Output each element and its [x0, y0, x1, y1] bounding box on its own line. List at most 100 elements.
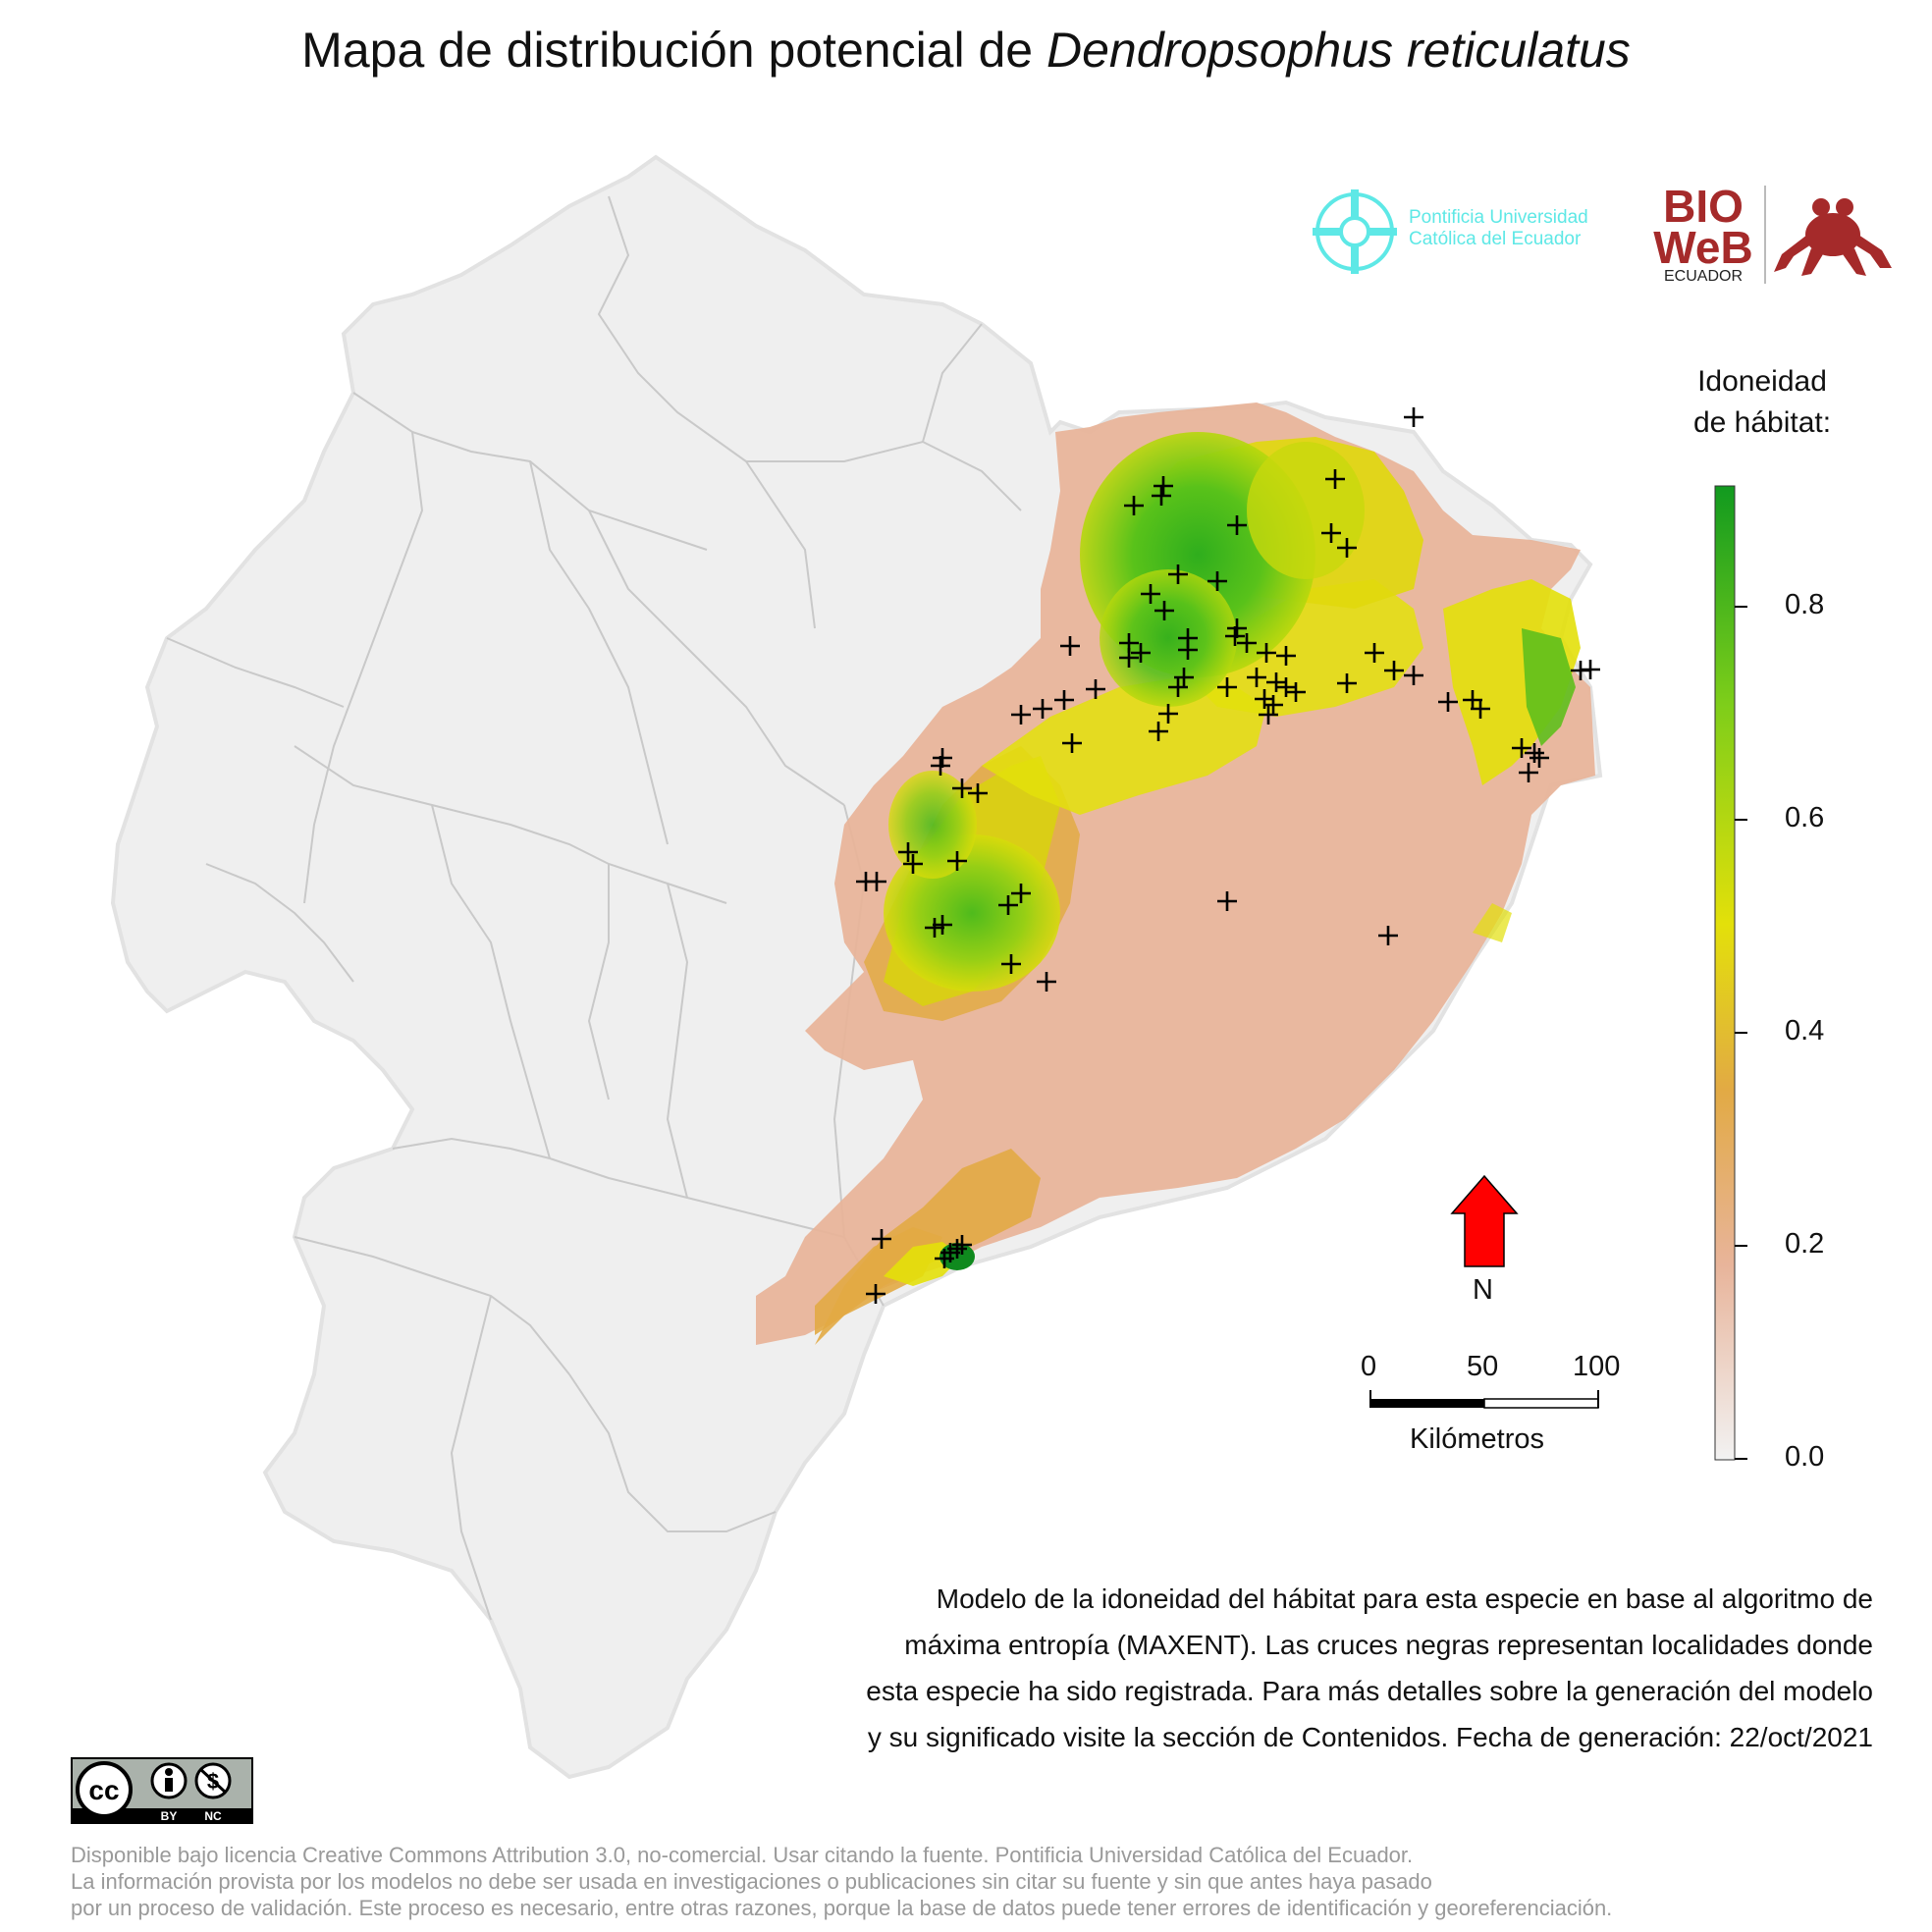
occurrence-cross-icon	[872, 1229, 891, 1249]
occurrence-cross-icon	[1168, 564, 1188, 584]
species-name: Dendropsophus reticulatus	[1046, 23, 1631, 78]
occurrence-cross-icon	[1060, 636, 1080, 656]
occurrence-cross-icon	[1149, 722, 1168, 741]
occurrence-cross-icon	[952, 778, 972, 798]
bioweb-logo-subtitle: ECUADOR	[1663, 268, 1743, 285]
occurrence-cross-icon	[1581, 660, 1600, 679]
occurrence-cross-icon	[1378, 926, 1398, 945]
occurrence-cross-icon	[947, 851, 967, 871]
occurrence-cross-icon	[1276, 646, 1296, 666]
occurrence-cross-icon	[1247, 668, 1266, 687]
occurrence-cross-icon	[1119, 648, 1139, 668]
occurrence-cross-icon	[933, 748, 952, 768]
occurrence-cross-icon	[1365, 643, 1384, 663]
occurrence-cross-icon	[1337, 673, 1357, 693]
occurrence-cross-icon	[903, 854, 923, 874]
occurrence-cross-icon	[1217, 891, 1237, 911]
legend-tick-label: 0.6	[1785, 802, 1825, 833]
occurrence-cross-icon	[1237, 633, 1257, 653]
occurrence-cross-icon	[1054, 690, 1074, 710]
occurrence-cross-icon	[1158, 704, 1178, 724]
occurrence-cross-icon	[1263, 695, 1283, 715]
occurrence-cross-icon	[1525, 743, 1544, 763]
occurrence-cross-icon	[867, 872, 886, 891]
occurrence-cross-icon	[1259, 705, 1278, 724]
legend-colorbar	[1714, 485, 1747, 1461]
puce-logo-icon	[1313, 189, 1397, 274]
occurrence-cross-icon	[1227, 618, 1247, 638]
occurrence-cross-icon	[931, 756, 950, 776]
occurrence-cross-icon	[968, 783, 988, 803]
occurrence-cross-icon	[1001, 954, 1021, 974]
nc-text: NC	[204, 1809, 222, 1823]
logo-divider	[1764, 186, 1766, 284]
occurrence-cross-icon	[1033, 699, 1052, 719]
occurrence-cross-icon	[1174, 668, 1194, 687]
occurrence-cross-icon	[1037, 972, 1056, 992]
north-arrow-icon	[1450, 1174, 1519, 1267]
occurrence-cross-icon	[1154, 476, 1173, 496]
occurrence-cross-icon	[1404, 407, 1423, 427]
occurrence-cross-icon	[1276, 677, 1296, 697]
scale-label: 50	[1467, 1351, 1499, 1382]
legend-tick-label: 0.0	[1785, 1441, 1825, 1473]
occurrence-cross-icon	[947, 1239, 967, 1259]
occurrence-cross-icon	[1471, 699, 1490, 719]
occurrence-cross-icon	[1086, 679, 1105, 699]
occurrence-cross-icon	[1325, 469, 1345, 489]
puce-logo-text: Pontificia Universidad Católica del Ecua…	[1409, 207, 1588, 249]
occurrence-cross-icon	[898, 842, 918, 862]
occurrence-cross-icon	[1208, 571, 1227, 591]
cc-text: cc	[88, 1775, 119, 1805]
occurrence-cross-icon	[925, 918, 944, 938]
by-text: BY	[161, 1809, 178, 1823]
cc-license-badge: cc $ BY NC	[71, 1757, 253, 1824]
occurrence-cross-icon	[1337, 538, 1357, 558]
occurrence-cross-icon	[1321, 523, 1341, 543]
scale-label: 0	[1361, 1351, 1377, 1382]
occurrence-cross-icon	[952, 1235, 972, 1255]
map-title: Mapa de distribución potencial de Dendro…	[301, 23, 1631, 78]
logos: Pontificia Universidad Católica del Ecua…	[1311, 182, 1900, 290]
occurrence-cross-icon	[1225, 626, 1245, 646]
occurrence-cross-icon	[1011, 705, 1031, 724]
bioweb-logo-text: BIO WeB	[1653, 181, 1753, 273]
suitability-raster	[756, 402, 1595, 1345]
occurrence-cross-icon	[1384, 661, 1404, 680]
occurrence-cross-icon	[1512, 738, 1531, 758]
occurrence-cross-icon	[998, 895, 1018, 915]
occurrence-cross-icon	[1178, 640, 1198, 660]
legend-tick-label: 0.2	[1785, 1228, 1825, 1260]
frog-logo-icon	[1774, 198, 1892, 276]
scale-unit: Kilómetros	[1410, 1423, 1544, 1455]
legend-tick-label: 0.8	[1785, 589, 1825, 620]
north-label: N	[1473, 1274, 1493, 1306]
occurrence-cross-icon	[933, 915, 952, 935]
scale-bar	[1369, 1390, 1599, 1409]
occurrence-cross-icon	[1257, 643, 1276, 663]
map-caption: Modelo de la idoneidad del hábitat para …	[866, 1583, 1873, 1752]
occurrence-cross-icon	[1530, 748, 1549, 768]
occurrence-cross-icon	[1011, 884, 1031, 903]
occurrence-cross-icon	[1141, 584, 1160, 604]
occurrence-crosses	[856, 407, 1600, 1304]
occurrence-cross-icon	[1519, 763, 1538, 782]
occurrence-cross-icon	[1227, 515, 1247, 535]
license-footer: Disponible bajo licencia Creative Common…	[71, 1843, 1613, 1920]
occurrence-cross-icon	[1217, 677, 1237, 697]
occurrence-cross-icon	[866, 1284, 886, 1304]
occurrence-cross-icon	[1062, 733, 1082, 753]
legend-tick-label: 0.4	[1785, 1015, 1825, 1046]
occurrence-cross-icon	[1286, 682, 1306, 702]
scale-label: 100	[1573, 1351, 1621, 1382]
occurrence-cross-icon	[1404, 666, 1423, 685]
occurrence-cross-icon	[1463, 690, 1482, 710]
occurrence-cross-icon	[1131, 643, 1151, 663]
legend-title: Idoneidad de hábitat:	[1692, 365, 1832, 439]
occurrence-cross-icon	[1152, 486, 1171, 506]
occurrence-cross-icon	[1154, 601, 1174, 620]
occurrence-cross-icon	[1266, 672, 1286, 692]
occurrence-cross-icon	[1124, 496, 1144, 515]
occurrence-cross-icon	[1438, 692, 1458, 712]
